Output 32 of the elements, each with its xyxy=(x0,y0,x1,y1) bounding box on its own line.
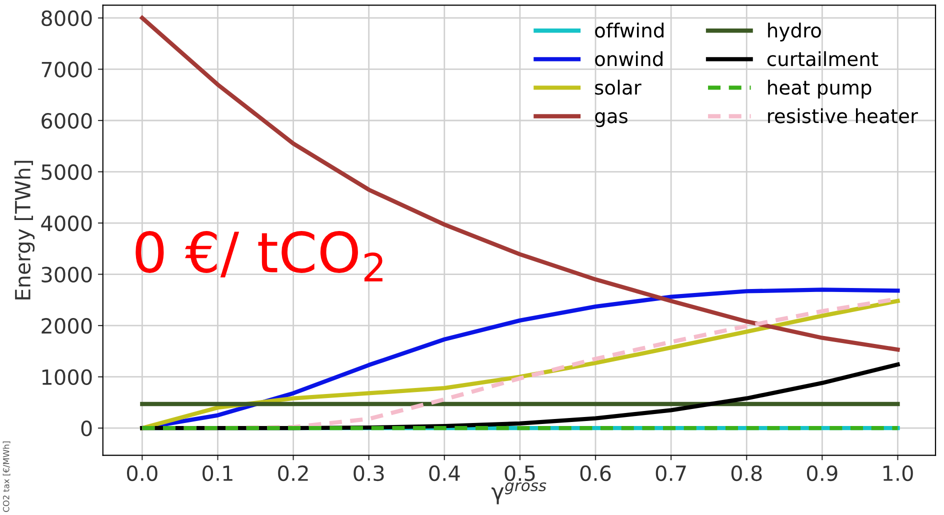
x-tick-label: 0.2 xyxy=(278,465,308,482)
y-tick-label: 2000 xyxy=(42,318,92,334)
y-tick-label: 0 xyxy=(81,420,92,436)
x-tick-label: 0.8 xyxy=(731,465,762,482)
legend-label: offwind xyxy=(595,22,664,38)
legend-label: solar xyxy=(595,80,642,95)
y-tick-label: 7000 xyxy=(42,62,92,78)
x-tick-label: 0.3 xyxy=(354,465,384,482)
legend-label: gas xyxy=(595,112,628,128)
x-tick-label: 0.1 xyxy=(202,465,232,482)
x-tick-label: 0.4 xyxy=(429,465,460,482)
text: CO2 tax [€/MWh] xyxy=(2,442,10,512)
legend-label: curtailment xyxy=(767,51,878,66)
x-axis-title: γ$^{gross}$ xyxy=(492,482,546,504)
x-tick-label: 0.0 xyxy=(126,465,158,482)
x-tick-label: 0.7 xyxy=(656,465,686,482)
y-tick-label: 8000 xyxy=(42,10,92,26)
x-tick-label: 0.6 xyxy=(580,465,611,482)
legend-label: hydro xyxy=(768,22,821,42)
x-tick-label: 0.9 xyxy=(806,465,838,482)
legend-label: heat pump xyxy=(768,80,872,99)
y-tick-label: 4000 xyxy=(41,215,92,232)
x-tick-label: 1.0 xyxy=(883,465,913,482)
y-tick-label: 6000 xyxy=(42,112,92,129)
legend-label: onwind xyxy=(595,51,662,66)
y-tick-label: 3000 xyxy=(42,266,92,283)
x-tick-label: 0.5 xyxy=(504,465,535,482)
y-tick-label: 5000 xyxy=(42,164,92,180)
annotation: 0 €/ tCO$_{2}$ xyxy=(136,231,382,282)
legend-label: resistive heater xyxy=(768,108,918,124)
y-tick-label: 1000 xyxy=(42,369,92,386)
y-axis-title: Energy [TWh] xyxy=(14,160,35,300)
